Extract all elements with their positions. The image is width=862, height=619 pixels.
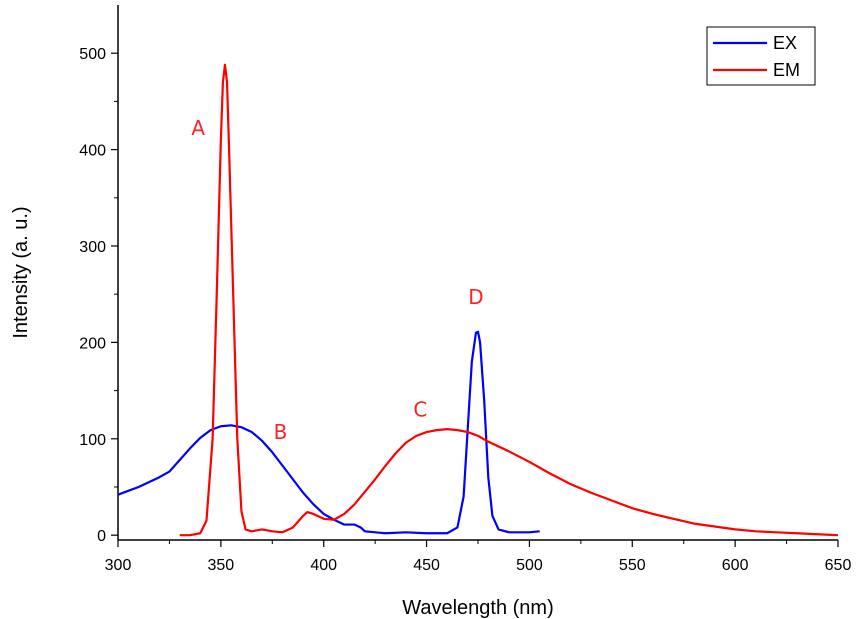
- x-axis-title: Wavelength (nm): [402, 597, 554, 619]
- x-tick-label: 550: [619, 557, 646, 574]
- y-axis-title: Intensity (a. u.): [10, 206, 32, 338]
- y-tick-label: 500: [79, 46, 106, 63]
- annotation-a: A: [191, 116, 205, 140]
- annotation-b: B: [274, 420, 288, 444]
- y-tick-label: 300: [79, 239, 106, 256]
- x-tick-label: 600: [722, 557, 749, 574]
- annotation-layer: A B C D: [191, 116, 483, 444]
- x-tick-label: 300: [105, 557, 132, 574]
- annotation-c: C: [413, 398, 427, 422]
- series-layer: [117, 63, 839, 537]
- x-tick-label: 350: [208, 557, 235, 574]
- x-tick-label: 450: [413, 557, 440, 574]
- x-tick-label: 500: [516, 557, 543, 574]
- legend-box: [706, 26, 816, 86]
- x-tick-label: 400: [310, 557, 337, 574]
- plot-frame: 300 350 400 450 500 550 600 650 0 100 200 300 400 500: [79, 5, 851, 574]
- series-line-ex: [117, 330, 540, 535]
- x-tick-label: 650: [825, 557, 852, 574]
- series-line-em: [179, 63, 839, 537]
- y-tick-label: 200: [79, 335, 106, 352]
- legend-label-ex: EX: [773, 33, 797, 53]
- y-tick-label: 0: [97, 528, 106, 545]
- y-tick-label: 400: [79, 143, 106, 160]
- legend: EX EM: [706, 26, 816, 86]
- y-tick-label: 100: [79, 432, 106, 449]
- annotation-d: D: [468, 285, 483, 309]
- legend-label-em: EM: [773, 60, 800, 80]
